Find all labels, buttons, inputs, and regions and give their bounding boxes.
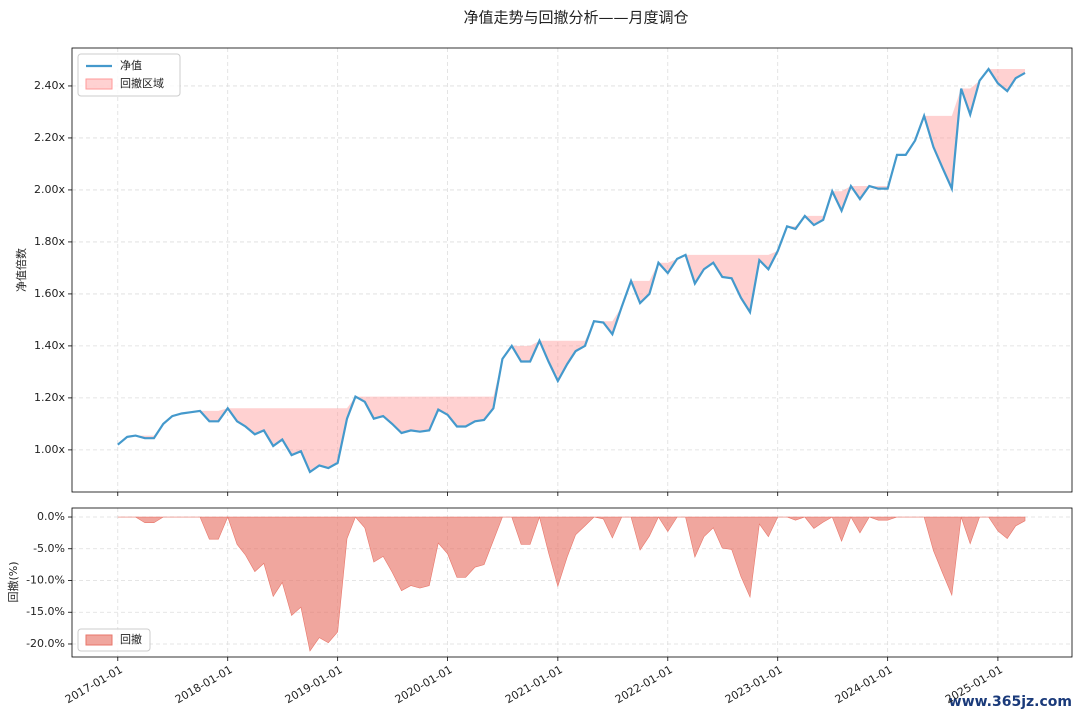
y-tick-label: -5.0%	[33, 542, 65, 555]
legend-label: 回撤区域	[120, 76, 164, 90]
y-tick-label: 0.0%	[37, 510, 65, 523]
y-tick-label: 1.20x	[34, 391, 65, 404]
x-tick-label: 2019-01-01	[283, 663, 345, 706]
y-tick-label: 1.60x	[34, 287, 65, 300]
legend-swatch	[85, 634, 113, 646]
drawdown-region	[117, 69, 1026, 472]
y-tick-label: 1.00x	[34, 443, 65, 456]
x-tick-label: 2023-01-01	[723, 663, 785, 706]
x-tick-label: 2020-01-01	[393, 663, 455, 706]
watermark: www.365jz.com	[949, 694, 1072, 710]
legend-label: 回撤	[120, 632, 142, 646]
plot-frame	[71, 507, 1073, 658]
legend-box	[77, 53, 181, 97]
y-tick-label: 2.00x	[34, 183, 65, 196]
plot-frame	[71, 47, 1073, 493]
y-tick-label: 2.40x	[34, 79, 65, 92]
legend-swatch	[85, 78, 113, 90]
y-tick-label: -15.0%	[26, 605, 65, 618]
y-tick-label: 1.40x	[34, 339, 65, 352]
y-tick-label: -20.0%	[26, 637, 65, 650]
x-tick-label: 2022-01-01	[613, 663, 675, 706]
y-tick-label: 2.20x	[34, 131, 65, 144]
legend-label: 净值	[120, 58, 142, 72]
y-axis-label: 回撤(%)	[6, 561, 20, 602]
x-tick-label: 2018-01-01	[173, 663, 235, 706]
drawdown-area	[117, 515, 1026, 652]
x-tick-label: 2024-01-01	[833, 663, 895, 706]
x-tick-label: 2021-01-01	[503, 663, 565, 706]
x-tick-label: 2017-01-01	[63, 663, 125, 706]
nav-line	[117, 67, 1026, 474]
chart-title: 净值走势与回撤分析——月度调仓	[463, 9, 688, 27]
y-tick-label: 1.80x	[34, 235, 65, 248]
y-tick-label: -10.0%	[26, 574, 65, 587]
y-axis-label: 净值倍数	[14, 248, 28, 292]
